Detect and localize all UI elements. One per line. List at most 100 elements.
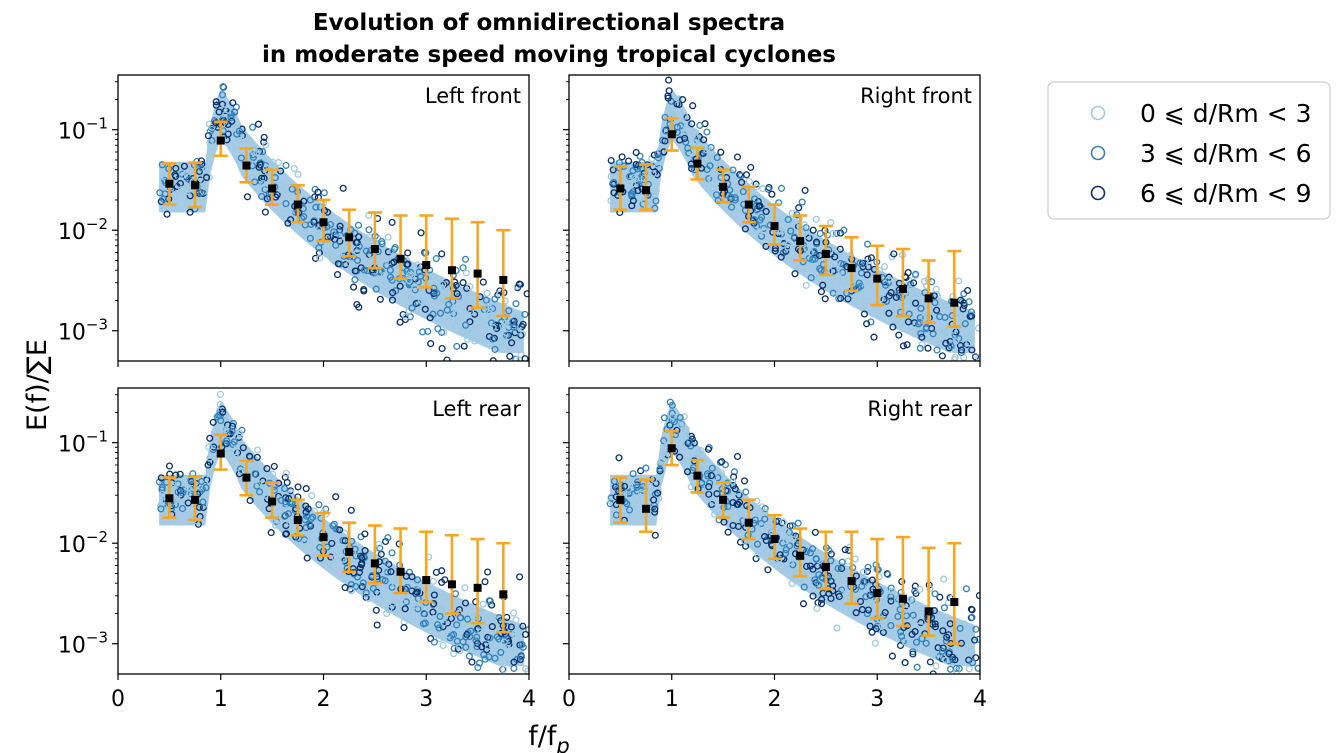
scatter-point xyxy=(609,166,617,174)
scatter-point xyxy=(972,654,980,662)
scatter-point xyxy=(736,171,744,179)
scatter-point xyxy=(864,584,873,592)
scatter-point xyxy=(523,290,529,298)
legend-marker xyxy=(1090,105,1106,121)
scatter-point xyxy=(831,249,839,257)
scatter-point xyxy=(656,465,664,473)
scatter-point xyxy=(712,191,721,199)
scatter-point xyxy=(225,449,233,457)
mean-marker xyxy=(473,583,482,592)
scatter-point xyxy=(461,255,470,263)
chart-subtitle: in moderate speed moving tropical cyclon… xyxy=(262,42,836,68)
scatter-point xyxy=(668,409,676,417)
scatter-point xyxy=(809,226,817,234)
scatter-point xyxy=(856,259,864,267)
scatter-point xyxy=(438,605,446,613)
scatter-point xyxy=(442,279,450,287)
scatter-point xyxy=(880,263,889,271)
scatter-point xyxy=(460,342,468,350)
scatter-point xyxy=(230,108,239,116)
scatter-point xyxy=(700,136,708,144)
scatter-point xyxy=(514,311,522,319)
scatter-point xyxy=(158,484,166,492)
scatter-point xyxy=(461,599,470,607)
scatter-point xyxy=(917,619,925,627)
scatter-point xyxy=(676,453,684,461)
mean-marker xyxy=(744,518,753,527)
scatter-point xyxy=(682,425,690,433)
scatter-point xyxy=(665,76,673,84)
scatter-point xyxy=(607,494,615,502)
scatter-point xyxy=(372,606,380,614)
scatter-point xyxy=(814,599,822,607)
scatter-point xyxy=(294,170,302,178)
scatter-point xyxy=(329,562,337,570)
scatter-point xyxy=(302,485,310,493)
scatter-point xyxy=(155,478,163,486)
scatter-point xyxy=(408,573,416,581)
scatter-point xyxy=(253,482,261,490)
scatter-point xyxy=(810,248,818,256)
scatter-point xyxy=(975,353,980,361)
scatter-point xyxy=(506,659,514,668)
scatter-point xyxy=(761,505,769,513)
scatter-point xyxy=(888,587,896,595)
scatter-point xyxy=(212,101,220,109)
scatter-point xyxy=(868,576,876,584)
mean-marker xyxy=(693,471,702,480)
scatter-point xyxy=(651,505,659,513)
scatter-point xyxy=(282,200,290,208)
scatter-point xyxy=(239,444,247,452)
scatter-point xyxy=(945,657,953,665)
scatter-point xyxy=(413,588,421,596)
scatter-point xyxy=(858,304,866,312)
mean-marker xyxy=(847,577,856,586)
scatter-point xyxy=(908,299,916,307)
scatter-point xyxy=(391,581,399,589)
scatter-point xyxy=(508,339,516,347)
scatter-point xyxy=(281,473,289,481)
scatter-point xyxy=(682,138,690,146)
scatter-point xyxy=(787,227,795,235)
scatter-point xyxy=(685,149,693,157)
scatter-point xyxy=(441,576,449,584)
scatter-point xyxy=(827,218,835,227)
scatter-point xyxy=(352,582,360,591)
scatter-point xyxy=(800,583,808,591)
scatter-point xyxy=(863,320,871,328)
scatter-point xyxy=(336,526,344,534)
scatter-point xyxy=(439,641,447,650)
scatter-point xyxy=(816,556,824,564)
scatter-point xyxy=(809,545,817,553)
scatter-point xyxy=(310,507,318,515)
scatter-point xyxy=(479,600,487,608)
scatter-point xyxy=(429,608,437,616)
scatter-point xyxy=(660,414,668,422)
scatter-point xyxy=(228,427,236,436)
scatter-point xyxy=(967,605,975,613)
scatter-point xyxy=(301,228,309,236)
scatter-point xyxy=(834,572,842,581)
scatter-point xyxy=(444,619,452,627)
scatter-point xyxy=(652,197,660,205)
scatter-point xyxy=(404,260,412,268)
scatter-point xyxy=(685,438,693,446)
x-tick-label: 1 xyxy=(214,687,228,712)
scatter-point xyxy=(269,158,277,166)
y-tick-label: 10−1 xyxy=(58,115,108,145)
scatter-point xyxy=(803,244,811,252)
scatter-point xyxy=(430,591,438,599)
scatter-point xyxy=(629,197,637,205)
scatter-point xyxy=(519,622,527,630)
scatter-point xyxy=(427,622,435,631)
scatter-point xyxy=(782,546,790,554)
scatter-point xyxy=(267,529,275,537)
scatter-point xyxy=(878,622,886,630)
scatter-point xyxy=(867,254,875,262)
scatter-point xyxy=(916,585,924,593)
scatter-point xyxy=(974,324,980,332)
scatter-point xyxy=(249,123,257,131)
x-tick-label: 0 xyxy=(562,687,576,712)
scatter-point xyxy=(864,263,872,271)
scatter-point xyxy=(945,344,953,352)
